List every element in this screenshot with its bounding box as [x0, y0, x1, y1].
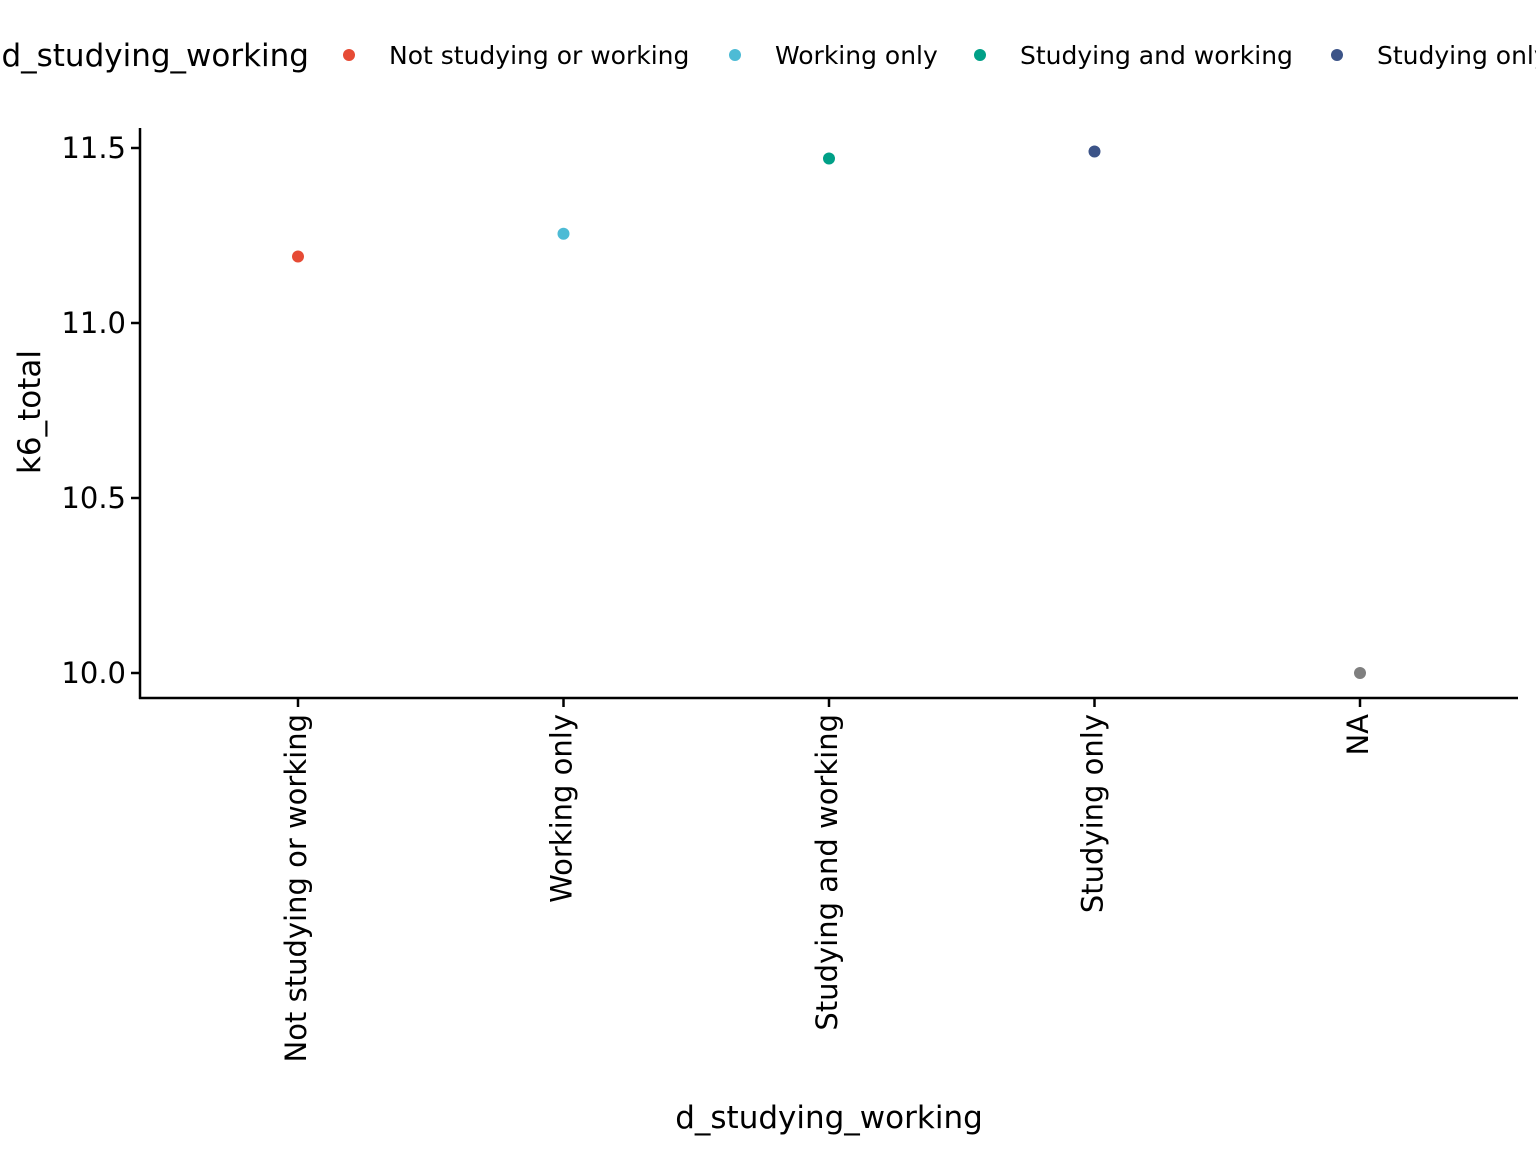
y-tick-label: 11.5 — [61, 131, 126, 165]
y-tick-label: 11.0 — [61, 306, 126, 340]
legend-key — [729, 49, 741, 61]
legend-label: Working only — [775, 41, 938, 70]
legend-title: d_studying_working — [1, 38, 309, 74]
legend-label: Not studying or working — [389, 41, 689, 70]
y-axis-ticks: 10.0 10.5 11.0 11.5 — [61, 131, 140, 690]
legend-key — [1331, 49, 1343, 61]
data-point — [823, 152, 835, 165]
y-axis-title: k6_total — [12, 350, 48, 474]
x-tick-label: Not studying or working — [279, 714, 313, 1062]
x-axis-title: d_studying_working — [675, 1100, 983, 1136]
legend: d_studying_working Not studying or worki… — [1, 38, 1536, 74]
legend-label: Studying only — [1377, 41, 1536, 70]
x-tick-label: NA — [1341, 714, 1375, 756]
legend-key — [343, 49, 355, 61]
data-point — [292, 250, 304, 263]
x-tick-label: Studying and working — [810, 714, 844, 1031]
x-tick-label: Studying only — [1076, 714, 1110, 913]
x-axis-ticks: Not studying or working Working only Study… — [279, 698, 1375, 1062]
x-tick-label: Working only — [545, 714, 579, 903]
axes — [138, 128, 1518, 700]
legend-label: Studying and working — [1020, 41, 1293, 70]
data-point — [1354, 667, 1366, 679]
data-points — [292, 145, 1366, 679]
data-point — [1088, 145, 1101, 158]
y-tick-label: 10.0 — [61, 656, 126, 690]
y-tick-label: 10.5 — [61, 481, 126, 515]
legend-key — [974, 49, 986, 61]
data-point — [557, 227, 570, 240]
